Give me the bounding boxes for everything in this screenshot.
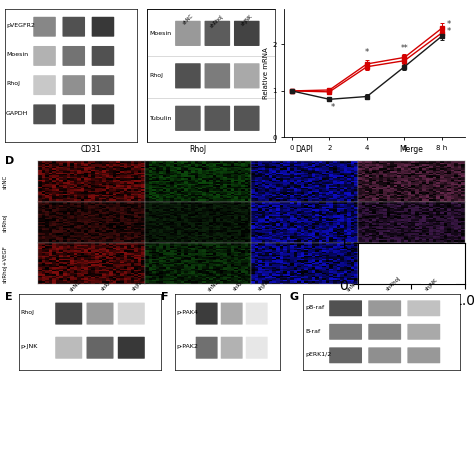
FancyBboxPatch shape: [205, 63, 230, 89]
Text: shNC: shNC: [69, 279, 82, 292]
FancyBboxPatch shape: [205, 21, 230, 46]
FancyBboxPatch shape: [63, 46, 85, 66]
FancyBboxPatch shape: [175, 21, 201, 46]
Text: shRhoJ: shRhoJ: [210, 13, 225, 29]
FancyBboxPatch shape: [55, 302, 82, 325]
Text: shRhoJ: shRhoJ: [2, 213, 8, 232]
Y-axis label: Relative mRNA: Relative mRNA: [264, 47, 270, 100]
Text: RhoJ: RhoJ: [20, 310, 35, 315]
FancyBboxPatch shape: [86, 302, 113, 325]
Text: pB-raf: pB-raf: [305, 305, 324, 310]
Text: shJNK: shJNK: [257, 278, 271, 292]
FancyBboxPatch shape: [91, 46, 114, 66]
Text: shRhoJ: shRhoJ: [100, 276, 117, 292]
FancyBboxPatch shape: [329, 347, 362, 363]
FancyBboxPatch shape: [86, 337, 113, 359]
Text: B-raf: B-raf: [305, 328, 320, 334]
FancyBboxPatch shape: [33, 104, 56, 124]
Text: shRhoJ: shRhoJ: [232, 276, 248, 292]
Text: shRhoJ+VEGF: shRhoJ+VEGF: [2, 245, 8, 283]
FancyBboxPatch shape: [91, 75, 114, 95]
FancyBboxPatch shape: [63, 104, 85, 124]
Text: RhoJ: RhoJ: [149, 73, 164, 78]
Text: Moesin: Moesin: [149, 31, 172, 36]
FancyBboxPatch shape: [368, 324, 401, 340]
Text: **: **: [401, 44, 409, 53]
FancyBboxPatch shape: [234, 21, 260, 46]
FancyBboxPatch shape: [91, 17, 114, 36]
Text: shNC: shNC: [2, 174, 8, 189]
Text: Moesin: Moesin: [6, 52, 28, 57]
Text: F: F: [161, 292, 169, 301]
FancyBboxPatch shape: [175, 106, 201, 131]
FancyBboxPatch shape: [205, 106, 230, 131]
FancyBboxPatch shape: [407, 301, 440, 316]
FancyBboxPatch shape: [33, 46, 56, 66]
Text: pVEGFR2: pVEGFR2: [6, 23, 35, 28]
Text: p-PAK4: p-PAK4: [176, 310, 198, 315]
Text: DAPI: DAPI: [296, 145, 313, 154]
Text: shNC: shNC: [207, 279, 220, 292]
FancyBboxPatch shape: [55, 337, 82, 359]
Text: *: *: [330, 102, 335, 111]
Text: RhoJ: RhoJ: [6, 82, 20, 86]
Text: shNC: shNC: [182, 13, 194, 26]
FancyBboxPatch shape: [234, 106, 260, 131]
Text: D: D: [5, 156, 14, 166]
Text: E: E: [5, 292, 12, 301]
FancyBboxPatch shape: [175, 63, 201, 89]
FancyBboxPatch shape: [368, 301, 401, 316]
FancyBboxPatch shape: [33, 17, 56, 36]
FancyBboxPatch shape: [329, 301, 362, 316]
FancyBboxPatch shape: [329, 324, 362, 340]
Text: shJNK: shJNK: [240, 13, 254, 27]
Text: *: *: [447, 27, 451, 36]
Text: CD31: CD31: [81, 145, 101, 154]
FancyBboxPatch shape: [246, 337, 268, 359]
FancyBboxPatch shape: [63, 75, 85, 95]
Text: pERK1/2: pERK1/2: [305, 352, 331, 357]
Text: RhoJ: RhoJ: [189, 145, 207, 154]
Text: shJNK: shJNK: [424, 278, 438, 292]
FancyBboxPatch shape: [196, 337, 218, 359]
FancyBboxPatch shape: [221, 302, 243, 325]
Text: Merge: Merge: [399, 145, 423, 154]
FancyBboxPatch shape: [118, 337, 145, 359]
FancyBboxPatch shape: [196, 302, 218, 325]
Text: shRhoJ: shRhoJ: [385, 276, 401, 292]
FancyBboxPatch shape: [368, 347, 401, 363]
FancyBboxPatch shape: [407, 324, 440, 340]
Text: Tubulin: Tubulin: [149, 116, 172, 121]
FancyBboxPatch shape: [91, 104, 114, 124]
Text: shNC: shNC: [346, 279, 359, 292]
Text: G: G: [289, 292, 298, 301]
Text: shJNK: shJNK: [131, 278, 146, 292]
Text: *: *: [365, 48, 369, 57]
FancyBboxPatch shape: [33, 75, 56, 95]
FancyBboxPatch shape: [118, 302, 145, 325]
Text: GAPDH: GAPDH: [6, 110, 28, 116]
FancyBboxPatch shape: [246, 302, 268, 325]
Text: p-PAK2: p-PAK2: [176, 345, 198, 349]
FancyBboxPatch shape: [221, 337, 243, 359]
FancyBboxPatch shape: [234, 63, 260, 89]
FancyBboxPatch shape: [407, 347, 440, 363]
FancyBboxPatch shape: [63, 17, 85, 36]
Text: p-JNK: p-JNK: [20, 345, 38, 349]
Text: *: *: [447, 20, 451, 29]
